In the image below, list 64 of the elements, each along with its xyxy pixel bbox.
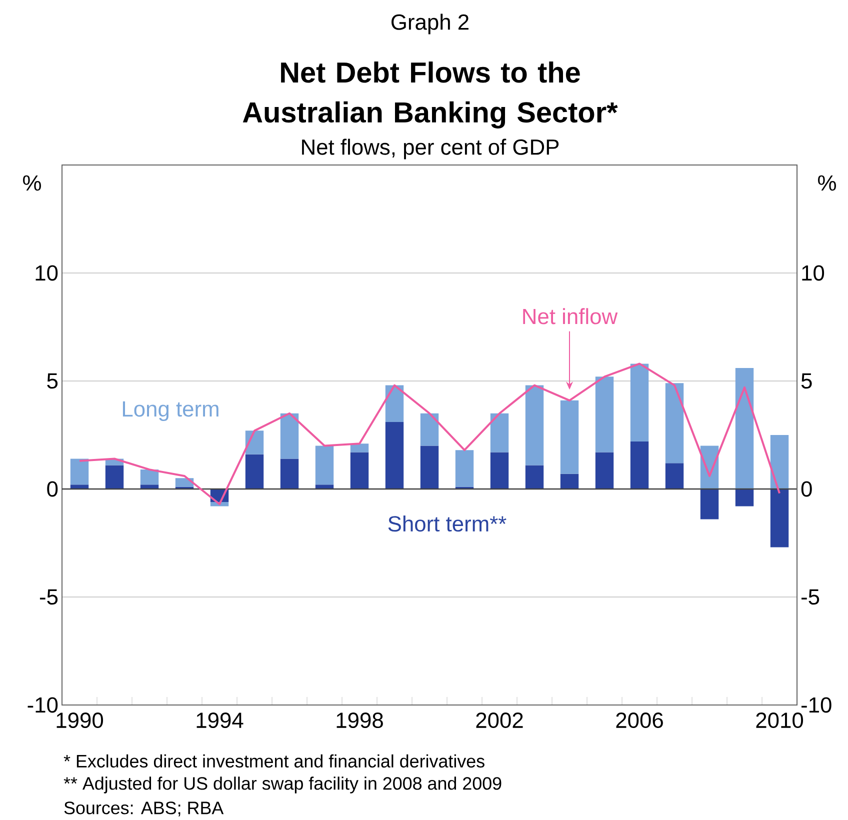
source-note: Sources: ABS; RBA [64, 802, 224, 817]
caption: Graph 2 [392, 14, 468, 34]
bar [735, 368, 754, 490]
y-tick-label: -10 [28, 697, 58, 713]
bar [595, 452, 614, 490]
y2-tick-label: -5 [802, 589, 820, 605]
bar [770, 435, 789, 490]
x-tick-label: 2002 [476, 712, 523, 728]
chart-title: Net Debt Flows to the Australian Banking Sector* [242, 62, 618, 129]
bar [105, 465, 124, 490]
bar [665, 383, 684, 464]
bar [385, 422, 404, 490]
y-axis-title: % [23, 175, 41, 191]
y-tick-label: -5 [40, 589, 58, 605]
bar [490, 452, 509, 490]
bar [420, 446, 439, 490]
bar [770, 489, 789, 548]
x-tick-label: 1990 [56, 712, 104, 728]
bar [420, 414, 439, 446]
y2-tick-label: 5 [801, 373, 812, 389]
bar [70, 458, 89, 485]
bar [280, 458, 299, 490]
x-tick-label: 1994 [196, 712, 244, 728]
text: Net inflow [523, 308, 618, 324]
y-tick-label: 0 [47, 481, 58, 497]
bar [560, 474, 579, 490]
bar [630, 364, 649, 442]
bar [140, 470, 159, 485]
y2-tick-label: -10 [802, 697, 832, 713]
bar [315, 484, 334, 490]
bar [630, 442, 649, 490]
x-tick-label: 2006 [616, 712, 663, 728]
text: ** Adjusted for US dollar swap facility in 2008 and 2009 [64, 776, 502, 794]
bar [525, 465, 544, 490]
bar [315, 446, 334, 485]
bar [595, 376, 614, 452]
y-tick-label: 5 [47, 373, 58, 389]
chart-subtitle: Net flows, per cent of GDP [302, 138, 559, 160]
bar [140, 484, 159, 490]
bar [350, 444, 369, 452]
bar [700, 489, 719, 520]
y2-tick-label: 10 [802, 265, 824, 281]
y-tick-label: 10 [36, 265, 58, 281]
bar [455, 450, 474, 487]
series-label: Long term [122, 402, 218, 422]
bar [560, 400, 579, 474]
x-tick-label: 1998 [336, 712, 383, 728]
y2-tick-label: 0 [801, 481, 812, 497]
line-series [78, 362, 781, 506]
bar [735, 489, 754, 506]
bar [490, 414, 509, 452]
series-label: Short term** [388, 516, 506, 532]
x-tick-label: 2010 [756, 712, 804, 728]
bar [245, 430, 264, 455]
bar [350, 452, 369, 490]
bar [525, 385, 544, 466]
bar [245, 454, 264, 490]
bar [665, 463, 684, 490]
bar [385, 385, 404, 422]
y2-axis-title: % [818, 175, 836, 191]
bar [175, 478, 194, 487]
text: * Excludes direct investment and financial derivatives [64, 754, 484, 768]
bar [280, 414, 299, 459]
bar [70, 484, 89, 490]
